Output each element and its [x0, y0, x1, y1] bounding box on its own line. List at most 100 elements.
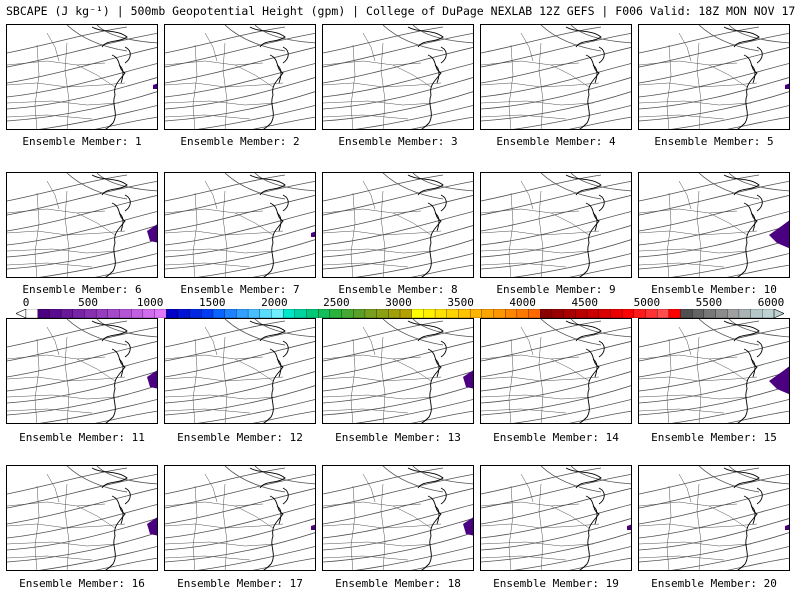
member-map [481, 173, 631, 277]
coastline [723, 174, 760, 196]
height-contour [671, 105, 789, 129]
coastline [598, 340, 605, 358]
state-border [481, 394, 594, 400]
state-border [165, 100, 278, 106]
state-border [323, 555, 409, 561]
height-contour [481, 371, 631, 404]
state-border [165, 541, 278, 547]
coastline [276, 212, 282, 232]
height-contour [540, 466, 602, 493]
height-contour [7, 385, 157, 416]
state-border [481, 555, 567, 561]
height-contour [165, 195, 315, 232]
state-border [678, 180, 692, 210]
height-contour [323, 473, 473, 509]
member-map [165, 466, 315, 570]
coastline [276, 64, 282, 84]
state-border [550, 505, 590, 529]
state-border [481, 114, 567, 120]
state-border [204, 326, 218, 356]
height-contour [570, 25, 631, 44]
member-map [323, 466, 473, 570]
ensemble-member-panel [480, 318, 632, 424]
height-contour [323, 341, 473, 378]
state-border [678, 473, 692, 503]
height-contour [323, 532, 473, 563]
state-border [481, 230, 600, 236]
colorbar-swatch [703, 309, 717, 318]
state-border [7, 408, 93, 414]
colorbar-swatch [282, 309, 296, 318]
state-border [481, 100, 594, 106]
height-contour [197, 105, 315, 129]
height-contour [726, 264, 789, 277]
colorbar-swatch [586, 309, 600, 318]
state-border [380, 483, 386, 570]
state-border [481, 60, 580, 66]
coastline [750, 64, 756, 84]
height-contour [94, 264, 157, 277]
height-contour [197, 546, 315, 570]
height-contour [323, 211, 473, 246]
coastline [421, 348, 442, 423]
state-border [323, 82, 442, 88]
height-contour [639, 532, 789, 563]
coastline [407, 174, 444, 196]
colorbar-swatch [598, 309, 611, 318]
colorbar-swatch [446, 309, 459, 318]
colorbar-swatch [738, 309, 752, 318]
height-contour [39, 253, 157, 277]
height-contour [540, 319, 602, 346]
state-border [538, 336, 544, 423]
member-label: Ensemble Member: 4 [496, 135, 616, 148]
state-border [639, 501, 738, 507]
height-contour [410, 557, 473, 570]
cape-area [769, 366, 789, 395]
state-border [76, 64, 116, 88]
height-contour [481, 488, 631, 525]
member-label: Ensemble Member: 2 [180, 135, 300, 148]
height-contour [323, 320, 444, 348]
sbcape-colorbar [16, 309, 784, 318]
height-contour [165, 77, 315, 110]
height-contour [481, 211, 631, 246]
colorbar-swatch [656, 309, 670, 318]
height-contour [7, 467, 128, 495]
height-contour [481, 320, 602, 348]
height-contour [165, 467, 286, 495]
state-border [222, 483, 228, 570]
height-contour [513, 253, 631, 277]
member-map [165, 25, 315, 129]
height-contour [165, 371, 315, 404]
state-border [76, 505, 116, 529]
state-border [708, 358, 748, 382]
height-contour [481, 174, 602, 202]
height-contour [165, 357, 315, 392]
colorbar-swatch [668, 309, 681, 318]
height-contour [165, 47, 315, 84]
coastline [118, 64, 124, 84]
state-border [46, 180, 60, 210]
colorbar-swatch [469, 309, 483, 318]
cape-area [463, 517, 473, 536]
colorbar-swatch [692, 309, 705, 318]
state-border [639, 100, 752, 106]
coastline [592, 358, 598, 378]
state-border [323, 541, 436, 547]
colorbar-swatch [271, 309, 284, 318]
colorbar-swatch [505, 309, 518, 318]
colorbar-swatch [575, 309, 588, 318]
coastline [421, 495, 442, 570]
cape-area [311, 231, 315, 237]
height-contour [7, 225, 157, 258]
colorbar-swatch [376, 309, 389, 318]
coastline [565, 26, 602, 48]
state-border [639, 376, 758, 382]
colorbar-swatch [259, 309, 272, 318]
state-border [380, 336, 386, 423]
ensemble-member-panel [480, 24, 632, 130]
cape-area [147, 370, 157, 389]
state-border [7, 60, 106, 66]
coastline [565, 467, 602, 489]
state-border [7, 376, 126, 382]
